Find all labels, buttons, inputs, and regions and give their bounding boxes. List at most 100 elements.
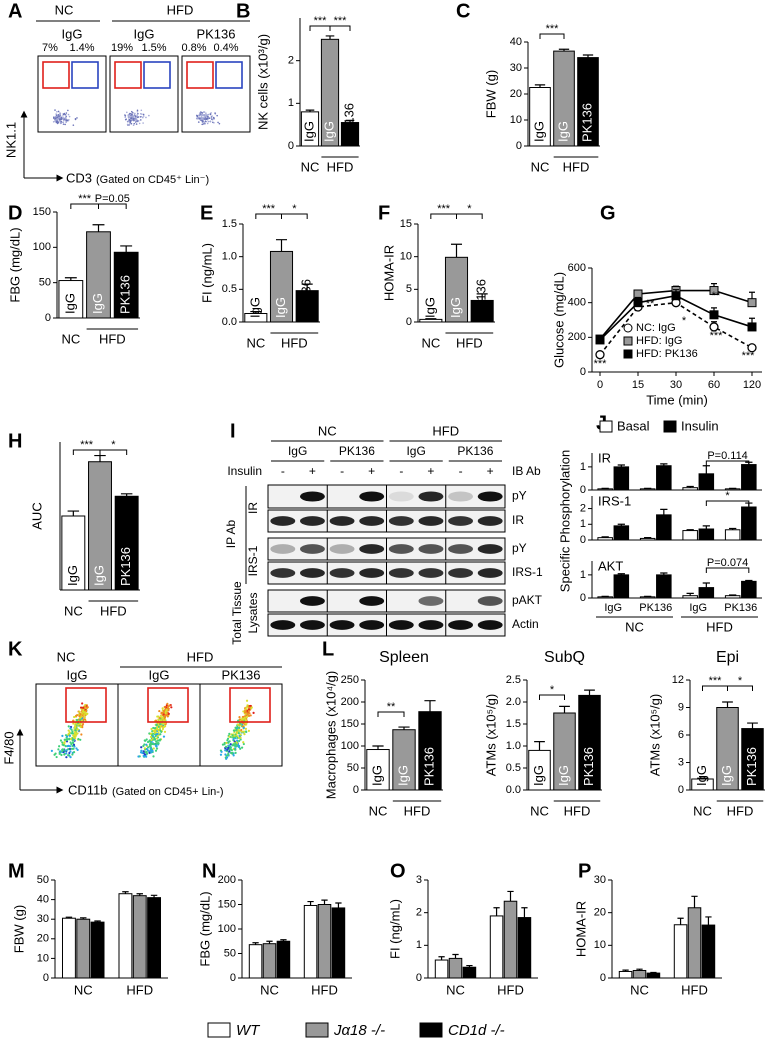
event-dot: [167, 707, 170, 710]
y-tick-label: 0.5: [222, 283, 237, 295]
event-dot: [65, 735, 69, 738]
y-tick-label: 200: [568, 331, 586, 343]
event-dot: [206, 114, 208, 116]
y-tick-label: 1.0: [506, 740, 521, 752]
event-dot: [238, 739, 241, 743]
y-tick-label: 0: [580, 484, 586, 496]
event-dot: [136, 114, 138, 116]
y-tick-label: 1.0: [222, 251, 237, 263]
significance-label: ***: [594, 358, 608, 370]
bar: [656, 574, 672, 599]
event-dot: [244, 708, 247, 711]
y-tick-label: 50: [37, 874, 49, 886]
event-dot: [145, 116, 147, 119]
event-dot: [60, 753, 63, 757]
group-label: NC: [55, 2, 74, 17]
event-dot: [213, 121, 215, 124]
event-dot: [62, 121, 65, 124]
event-dot: [228, 732, 231, 735]
blot-band: [299, 568, 325, 578]
event-dot: [58, 745, 61, 748]
event-dot: [54, 752, 57, 755]
event-dot: [63, 118, 65, 121]
y-tick-label: 15: [400, 218, 412, 230]
bar: [741, 580, 757, 599]
error-bar: [686, 529, 694, 531]
y-tick-label: 600: [568, 262, 586, 274]
significance-label: ***: [334, 15, 348, 27]
y-tick-label: 0: [516, 140, 522, 152]
bar-label: IgG: [422, 297, 437, 318]
error-bar: [335, 902, 342, 908]
panel-letter: P: [578, 860, 591, 882]
event-dot: [139, 112, 142, 115]
y-tick-label: 0: [580, 534, 586, 546]
event-dot: [201, 123, 204, 126]
y-tick-label: 20: [594, 907, 606, 919]
event-dot: [135, 123, 138, 125]
significance-label: ***: [78, 193, 92, 205]
event-dot: [150, 734, 154, 737]
event-dot: [61, 741, 64, 744]
bar-label: PK136: [341, 103, 356, 142]
event-dot: [234, 751, 237, 754]
event-dot: [228, 750, 231, 753]
bar: [147, 897, 162, 979]
event-dot: [136, 109, 139, 112]
event-dot: [229, 743, 232, 746]
event-dot: [225, 756, 229, 759]
error-bar: [686, 485, 694, 488]
event-dot: [201, 116, 203, 119]
legend-marker: [623, 349, 633, 359]
y-tick-label: 0: [288, 140, 294, 152]
panel-letter: N: [202, 860, 216, 882]
blot-band: [448, 491, 474, 502]
event-dot: [168, 704, 171, 707]
significance-label: **: [646, 298, 655, 310]
y-tick-label: 5: [406, 283, 412, 295]
legend-swatch: [599, 420, 613, 433]
event-dot: [149, 749, 153, 752]
y-tick-label: 3: [416, 874, 422, 886]
bar-label: IgG: [556, 765, 571, 786]
event-dot: [65, 752, 68, 755]
panel-letter: L: [322, 638, 334, 660]
legend-swatch: [207, 1022, 231, 1038]
significance-bracket: [99, 449, 128, 455]
y-tick-label: 30: [594, 874, 606, 886]
bar-label: IgG: [531, 765, 546, 786]
legend-swatch: [663, 420, 677, 433]
event-dot: [137, 112, 139, 115]
x-tick-label: 30: [670, 379, 682, 391]
bar: [698, 587, 715, 599]
event-dot: [73, 715, 76, 719]
ib-label: Actin: [512, 617, 539, 631]
significance-label: *: [725, 490, 730, 502]
bar-label: PK136: [421, 747, 436, 786]
ip-label: IRS-1: [246, 545, 260, 576]
event-dot: [67, 725, 70, 728]
group-label: NC: [64, 603, 83, 618]
axis-label: CD11b: [68, 782, 108, 797]
event-dot: [142, 750, 145, 753]
event-dot: [163, 714, 166, 717]
event-dot: [144, 739, 147, 742]
bar-label: PK136: [118, 547, 133, 586]
insulin-sign: -: [399, 464, 403, 478]
y-tick-label: 2.0: [506, 696, 521, 708]
event-dot: [57, 748, 60, 751]
event-dot: [244, 727, 248, 730]
event-dot: [74, 729, 77, 732]
event-dot: [64, 123, 66, 126]
event-dot: [162, 735, 166, 738]
error-bar: [307, 900, 314, 906]
error-bar: [617, 464, 625, 467]
bar: [448, 957, 463, 979]
blot-band: [418, 568, 444, 578]
event-dot: [71, 744, 74, 748]
bar-label: PK136: [744, 747, 759, 786]
group-label: HFD: [727, 803, 754, 818]
event-dot: [202, 111, 205, 113]
error-bar: [507, 890, 514, 902]
event-dot: [242, 741, 245, 744]
